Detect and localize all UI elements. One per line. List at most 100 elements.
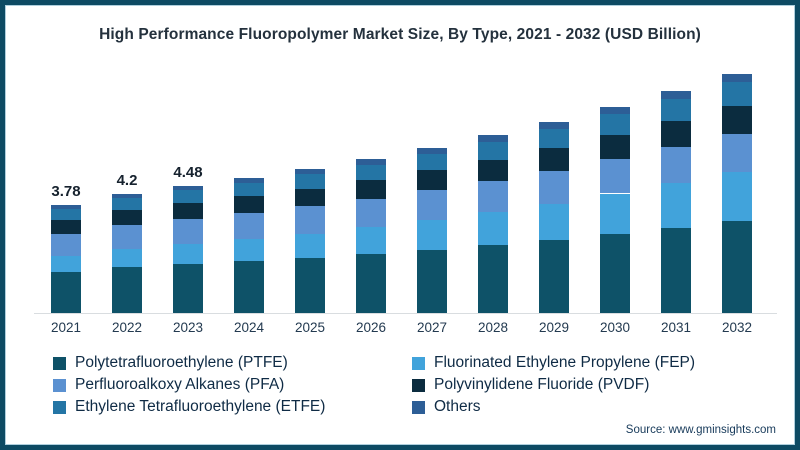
x-axis-label: 2032 xyxy=(721,320,753,335)
bar-segment xyxy=(356,180,386,199)
bar-segment xyxy=(51,233,81,257)
legend-label: Polyvinylidene Fluoride (PVDF) xyxy=(434,376,650,393)
bar-segment xyxy=(112,209,142,225)
x-axis-label: 2023 xyxy=(172,320,204,335)
bar-segment xyxy=(600,114,630,135)
bar-segment xyxy=(600,134,630,159)
bar-segment xyxy=(234,239,264,262)
x-axis-label: 2028 xyxy=(477,320,509,335)
legend-swatch xyxy=(53,356,66,370)
bar-segment xyxy=(417,249,447,313)
legend-item: Polyvinylidene Fluoride (PVDF) xyxy=(412,376,753,393)
bar-segment xyxy=(295,206,325,234)
legend-item: Ethylene Tetrafluoroethylene (ETFE) xyxy=(53,398,412,415)
x-axis-label: 2031 xyxy=(660,320,692,335)
bar-segment xyxy=(478,141,508,160)
legend-swatch xyxy=(412,378,425,392)
bar-segment xyxy=(539,129,569,149)
bar-segment xyxy=(356,164,386,181)
bar-segment xyxy=(295,233,325,259)
x-axis-label: 2027 xyxy=(416,320,448,335)
bar-segment xyxy=(661,121,691,147)
bar-segment xyxy=(234,261,264,313)
bar-segment xyxy=(539,239,569,313)
bar-segment xyxy=(600,158,630,194)
bar-segment xyxy=(417,147,447,154)
bar-2031 xyxy=(661,91,691,313)
bar-segment xyxy=(417,190,447,221)
bar-segment xyxy=(417,170,447,191)
legend-item: Polytetrafluoroethylene (PTFE) xyxy=(53,354,412,371)
legend-label: Fluorinated Ethylene Propylene (FEP) xyxy=(434,354,696,371)
bar-segment xyxy=(478,180,508,213)
bar-segment xyxy=(295,258,325,313)
x-axis-label: 2024 xyxy=(233,320,265,335)
bar-2025 xyxy=(295,169,325,313)
bar-segment xyxy=(234,212,264,240)
bar-segment xyxy=(722,82,752,107)
legend-label: Perfluoroalkoxy Alkanes (PFA) xyxy=(75,376,285,393)
bar-segment xyxy=(478,159,508,181)
x-axis-label: 2030 xyxy=(599,320,631,335)
bar-segment xyxy=(661,99,691,122)
bar-segment xyxy=(478,212,508,245)
bar-segment xyxy=(417,220,447,250)
bar-segment xyxy=(478,244,508,313)
bar-segment xyxy=(539,170,569,204)
bar-segment xyxy=(661,183,691,228)
bar-segment xyxy=(112,267,142,313)
bar-2029 xyxy=(539,122,569,313)
bar-segment xyxy=(539,148,569,171)
bar-2022 xyxy=(112,193,142,313)
bar-2030 xyxy=(600,106,630,313)
bar-segment xyxy=(661,146,691,184)
bar-segment xyxy=(600,233,630,313)
bar-segment xyxy=(173,264,203,313)
bar-segment xyxy=(112,224,142,250)
x-axis-line xyxy=(34,313,777,314)
bar-2026 xyxy=(356,159,386,313)
bar-segment xyxy=(356,254,386,313)
legend-item: Others xyxy=(412,398,753,415)
bar-segment xyxy=(51,256,81,272)
chart-title: High Performance Fluoropolymer Market Si… xyxy=(99,26,701,43)
bar-segment xyxy=(173,244,203,265)
bar-segment xyxy=(234,182,264,197)
bar-segment xyxy=(295,174,325,189)
bar-segment xyxy=(234,196,264,213)
bar-segment xyxy=(173,185,203,190)
bar-2021 xyxy=(51,205,81,313)
legend-item: Fluorinated Ethylene Propylene (FEP) xyxy=(412,354,753,371)
bar-segment xyxy=(600,193,630,234)
bar-2027 xyxy=(417,147,447,313)
bar-total-label: 4.48 xyxy=(173,163,203,181)
bar-total-label: 4.2 xyxy=(116,171,138,189)
legend-label: Others xyxy=(434,398,481,415)
chart-legend: Polytetrafluoroethylene (PTFE) Fluorinate… xyxy=(53,354,753,415)
bar-segment xyxy=(112,197,142,210)
bar-segment xyxy=(295,169,325,175)
bar-segment xyxy=(112,249,142,268)
legend-label: Polytetrafluoroethylene (PTFE) xyxy=(75,354,288,371)
bar-segment xyxy=(722,74,752,83)
legend-swatch xyxy=(412,400,425,414)
bar-segment xyxy=(173,218,203,245)
bar-segment xyxy=(539,203,569,240)
x-axis-label: 2025 xyxy=(294,320,326,335)
bar-segment xyxy=(356,227,386,255)
legend-swatch xyxy=(53,378,66,392)
bar-total-label: 3.78 xyxy=(51,183,81,201)
legend-swatch xyxy=(412,356,425,370)
source-note: Source: www.gminsights.com xyxy=(625,424,776,436)
bar-segment xyxy=(173,202,203,219)
x-axis-label: 2026 xyxy=(355,320,387,335)
bar-segment xyxy=(661,91,691,100)
bar-2032 xyxy=(722,74,752,313)
legend-label: Ethylene Tetrafluoroethylene (ETFE) xyxy=(75,398,326,415)
bar-segment xyxy=(661,227,691,313)
bar-segment xyxy=(295,188,325,207)
x-axis-label: 2029 xyxy=(538,320,570,335)
bar-segment xyxy=(51,205,81,210)
bar-2028 xyxy=(478,135,508,313)
